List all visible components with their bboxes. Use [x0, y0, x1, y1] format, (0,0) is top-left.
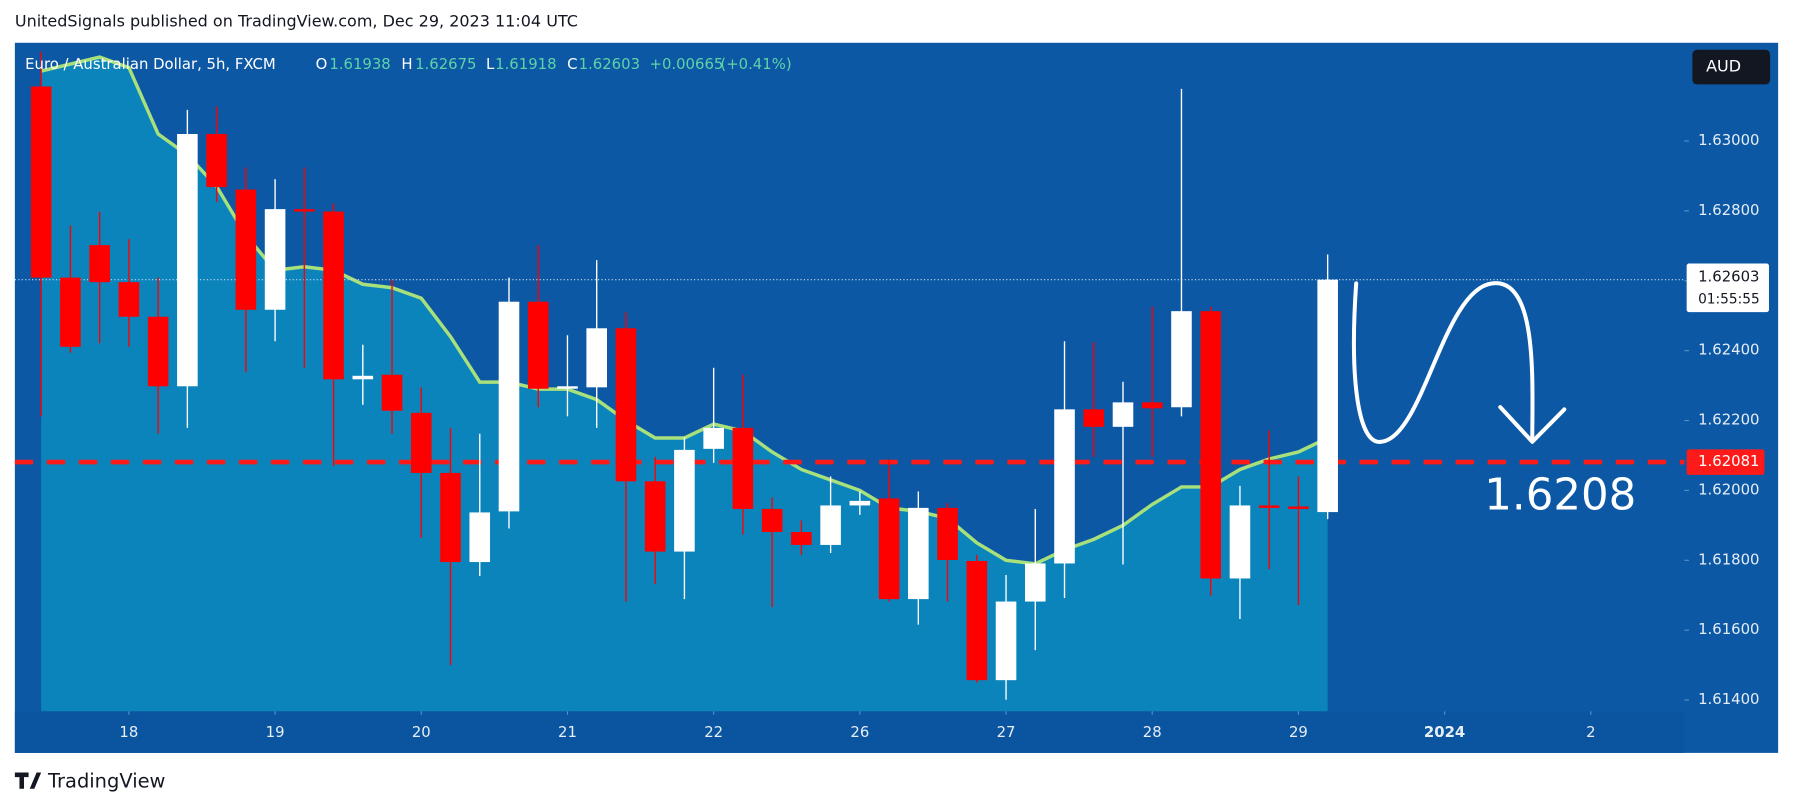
candle-body: [89, 245, 110, 283]
annotation-label: 1.6208: [1484, 469, 1636, 520]
x-tick-label: 2024: [1424, 723, 1465, 741]
footer-brand: TradingView: [47, 769, 165, 792]
candle-body: [147, 316, 169, 387]
legend-text: C: [567, 55, 577, 73]
legend-text: 1.62603: [579, 55, 640, 73]
candle-body: [410, 412, 432, 473]
y-tick-label: 1.62000: [1698, 480, 1759, 498]
x-tick-label: 29: [1289, 723, 1308, 741]
y-tick-label: 1.62400: [1698, 341, 1759, 359]
ma-area: [41, 57, 1328, 712]
x-tick-label: 18: [119, 723, 138, 741]
candle-body: [937, 507, 958, 560]
candle-body: [235, 189, 257, 310]
candle-body: [966, 561, 988, 681]
candle-body: [791, 532, 812, 545]
candle-body: [1317, 279, 1338, 513]
y-tick-label: 1.61600: [1698, 620, 1759, 638]
logo-mark: [14, 772, 42, 789]
y-tick-label: 1.62800: [1698, 201, 1759, 219]
overlay: 1.6208 Euro / Australian Dollar, 5h, FXCM…: [25, 55, 1636, 521]
x-tick-label: 26: [850, 723, 869, 741]
plot-area: [14, 51, 1685, 712]
currency-label: AUD: [1706, 57, 1741, 76]
candle-body: [615, 328, 637, 482]
candle-body: [1141, 402, 1163, 409]
candle-body: [644, 481, 666, 552]
candle-body: [352, 375, 374, 380]
candle-body: [1258, 505, 1280, 508]
arrow-head: [1498, 405, 1567, 444]
footer-logo: [14, 772, 42, 789]
legend-text: O: [316, 55, 328, 73]
last-price-box: [1686, 263, 1769, 313]
candle-body: [1200, 311, 1222, 579]
candle-body: [908, 507, 929, 600]
candle-body: [1112, 402, 1134, 427]
candle-body: [30, 86, 52, 278]
candle-body: [527, 301, 549, 389]
candle-body: [1171, 311, 1192, 408]
x-axis-band: [14, 711, 1685, 753]
x-tick-label: 27: [997, 723, 1016, 741]
legend-text: H: [401, 55, 412, 73]
candle-body: [703, 427, 724, 449]
drawn-arrow: [1351, 281, 1535, 444]
candle-body: [674, 449, 695, 552]
candle-body: [60, 277, 81, 347]
x-tick-label: 21: [558, 723, 577, 741]
y-tick-label: 1.61400: [1698, 690, 1759, 708]
candle-body: [761, 508, 783, 533]
candle-body: [469, 512, 491, 563]
last-price-label: 1.62603: [1698, 267, 1759, 285]
candle-body: [264, 209, 286, 310]
candle-body: [177, 133, 198, 387]
candle-body: [498, 301, 520, 512]
legend-text: (+0.41%): [720, 55, 791, 73]
candle-body: [732, 427, 754, 509]
legend-text: +0.00665: [650, 55, 724, 73]
level-price-box: [1686, 449, 1765, 475]
candle-body: [440, 472, 461, 563]
legend-text: 1.62675: [415, 55, 476, 73]
publish-header: UnitedSignals published on TradingView.c…: [15, 11, 578, 30]
x-tick-label: 2: [1586, 723, 1595, 741]
candle-body: [820, 505, 841, 545]
candle-body: [206, 133, 227, 188]
candle-body: [381, 374, 403, 411]
candle-body: [1288, 506, 1309, 509]
countdown-label: 01:55:55: [1698, 291, 1760, 307]
y-tick-label: 1.63000: [1698, 131, 1759, 149]
legend-text: 1.61918: [495, 55, 556, 73]
candle-body: [118, 282, 140, 317]
candle-body: [995, 601, 1017, 681]
candle-body: [1054, 409, 1075, 564]
x-tick-label: 19: [266, 723, 285, 741]
legend-text: 1.61938: [329, 55, 390, 73]
y-tick-label: 1.61800: [1698, 550, 1759, 568]
candle-body: [1229, 505, 1251, 579]
candle-body: [1024, 563, 1046, 602]
candle-body: [849, 500, 871, 506]
currency-box: [1692, 49, 1771, 85]
legend-text: Euro / Australian Dollar, 5h, FXCM: [25, 55, 276, 73]
candle-body: [323, 211, 344, 380]
level-price-label: 1.62081: [1698, 452, 1759, 470]
candle-body: [1083, 409, 1105, 427]
x-tick-label: 22: [704, 723, 723, 741]
candle-body: [878, 498, 900, 600]
candle-body: [586, 328, 607, 388]
candle-body: [557, 386, 578, 389]
y-tick-label: 1.62200: [1698, 410, 1759, 428]
candle-body: [294, 209, 315, 212]
x-tick-label: 28: [1143, 723, 1162, 741]
x-tick-label: 20: [412, 723, 431, 741]
legend-text: L: [486, 55, 495, 73]
